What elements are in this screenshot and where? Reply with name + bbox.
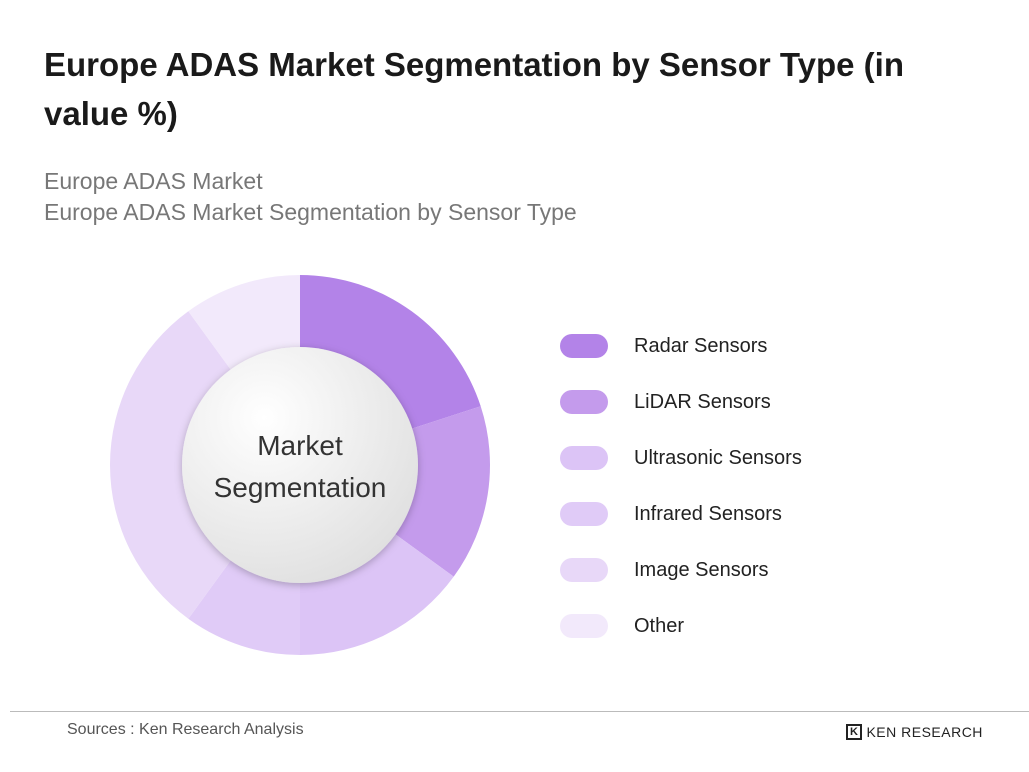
legend-swatch <box>560 446 608 470</box>
donut-segment <box>300 275 481 432</box>
subtitles: Europe ADAS Market Europe ADAS Market Se… <box>44 166 577 228</box>
legend-item: Radar Sensors <box>560 318 802 374</box>
legend-item: Infrared Sensors <box>560 486 802 542</box>
legend-item: Ultrasonic Sensors <box>560 430 802 486</box>
divider <box>10 711 1029 712</box>
brand: K KEN RESEARCH <box>846 724 983 740</box>
legend-label: Radar Sensors <box>634 334 768 357</box>
center-label: Market Segmentation <box>213 430 387 503</box>
center-disc <box>182 347 418 583</box>
legend-item: Image Sensors <box>560 542 802 598</box>
legend-label: Image Sensors <box>634 558 769 581</box>
legend-item: Other <box>560 598 802 654</box>
legend-label: Ultrasonic Sensors <box>634 446 802 469</box>
donut-segment <box>109 311 236 619</box>
legend-item: LiDAR Sensors <box>560 374 802 430</box>
subtitle: Europe ADAS Market Segmentation by Senso… <box>44 199 577 225</box>
legend-swatch <box>560 614 608 638</box>
donut <box>109 275 491 655</box>
legend-label: Infrared Sensors <box>634 502 782 525</box>
logo-icon: K <box>846 724 863 740</box>
source: Sources : Ken Research Analysis <box>67 721 304 738</box>
legend: Radar Sensors LiDAR Sensors Ultrasonic Sen… <box>560 318 802 654</box>
donut-segment <box>300 529 454 655</box>
legend-swatch <box>560 334 608 358</box>
legend-swatch <box>560 558 608 582</box>
legend-swatch <box>560 502 608 526</box>
title: Europe ADAS Market Segmentation by Senso… <box>44 46 904 132</box>
legend-swatch <box>560 390 608 414</box>
legend-label: LiDAR Sensors <box>634 390 771 413</box>
subtitle: Europe ADAS Market <box>44 168 263 194</box>
legend-label: Other <box>634 614 685 637</box>
brand-name: KEN RESEARCH <box>866 724 983 740</box>
